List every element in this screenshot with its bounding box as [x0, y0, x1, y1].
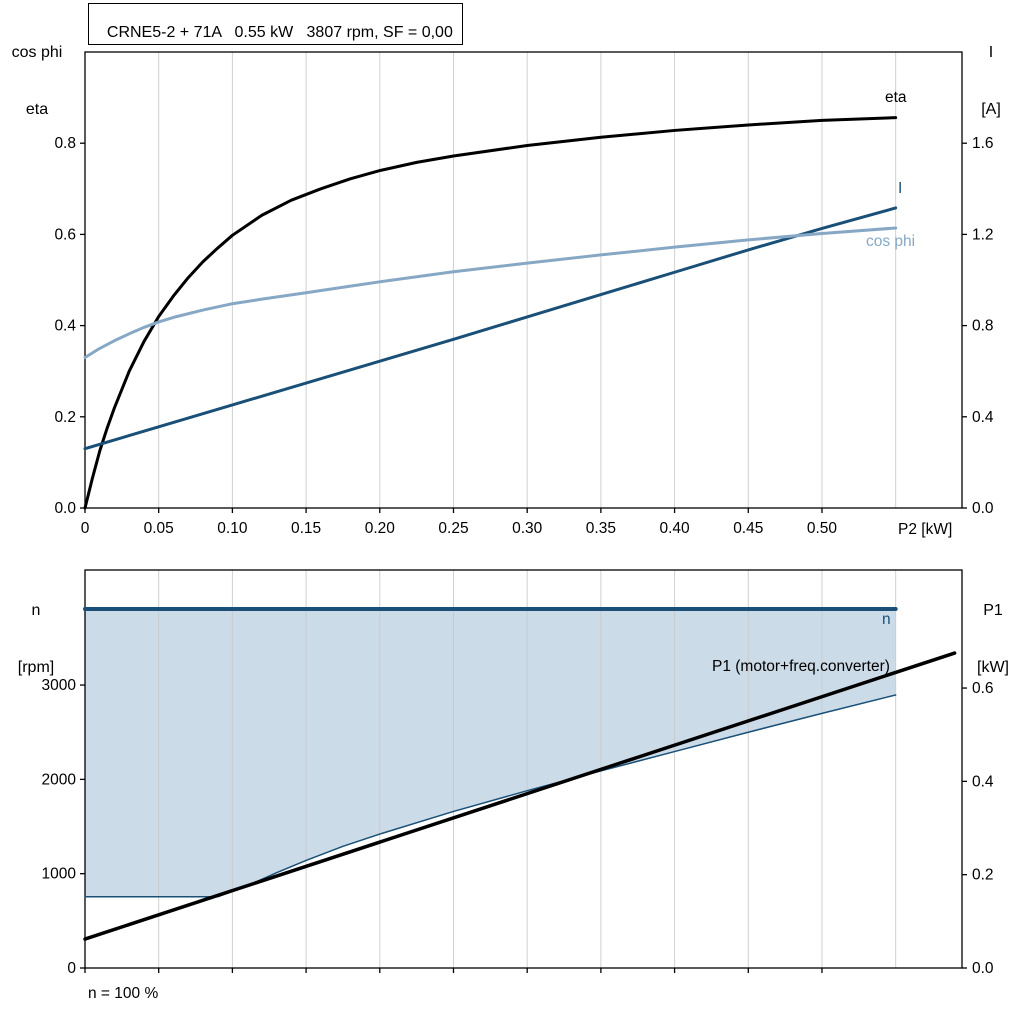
- x-tick-label: 0.50: [807, 520, 838, 537]
- current-axis-unit: [A]: [981, 101, 1001, 118]
- y-tick-label-left: 3000: [42, 677, 77, 694]
- x-tick-label: 0: [81, 520, 90, 537]
- x-tick-label: 0.20: [365, 520, 396, 537]
- y-tick-label-right: 0.0: [972, 960, 994, 977]
- y-tick-label-left: 0: [67, 960, 76, 977]
- chart-title-box: CRNE5-2 + 71A 0.55 kW 3807 rpm, SF = 0,0…: [88, 3, 463, 45]
- y-tick-label-right: 0.4: [972, 409, 994, 426]
- y-tick-label-left: 1000: [42, 866, 77, 883]
- bottom-left-axis-title: n [rpm]: [4, 563, 68, 696]
- y-tick-label-right: 1.2: [972, 226, 994, 243]
- curve-label-current: I: [898, 180, 903, 197]
- series-p1-motor-freq-converter: [83, 651, 957, 941]
- curve-label-eta: eta: [885, 89, 907, 106]
- x-tick-label: 0.45: [733, 520, 763, 537]
- x-tick-label: 0.10: [217, 520, 248, 537]
- y-tick-label-right: 0.0: [972, 500, 994, 517]
- plot-frame: [84, 569, 963, 969]
- y-tick-label-right: 0.4: [972, 773, 994, 790]
- speed-axis-unit: [rpm]: [17, 659, 55, 676]
- y-tick-label-left: 0.6: [54, 226, 76, 243]
- x-tick-label: 0.40: [659, 520, 690, 537]
- y-tick-label-left: 0.8: [54, 135, 76, 152]
- curve-label-n: n: [882, 611, 891, 628]
- operating-region: [85, 608, 896, 897]
- current-axis-label: I: [988, 44, 994, 61]
- y-tick-label-left: 2000: [42, 771, 77, 788]
- eta-axis-label: eta: [25, 101, 49, 118]
- y-tick-label-left: 0.4: [54, 318, 76, 335]
- x-tick-label: 0.25: [438, 520, 468, 537]
- series-i: [83, 206, 898, 451]
- curve-label-cos-phi: cos phi: [866, 233, 916, 250]
- x-axis-title: P2 [kW]: [898, 521, 953, 538]
- series-eta: [83, 116, 898, 510]
- y-tick-label-right: 0.8: [972, 318, 994, 335]
- speed-footnote: n = 100 %: [88, 985, 159, 1002]
- x-tick-label: 0.05: [144, 520, 174, 537]
- speed-axis-label: n: [31, 602, 41, 619]
- x-tick-label: 0.15: [291, 520, 321, 537]
- y-tick-label-left: 0.0: [54, 500, 76, 517]
- bottom-right-axis-title: P1 [kW]: [966, 563, 1020, 696]
- plot-frame: [84, 51, 963, 509]
- panel-bottom: 0 1000 2000 3000 0.0 0.2 0.4 0.6: [42, 569, 994, 977]
- y-tick-label-left: 0.2: [54, 409, 76, 426]
- curve-label-p1: P1 (motor+freq.converter): [712, 658, 890, 675]
- x-tick-label: 0.30: [512, 520, 543, 537]
- y-tick-label-right: 0.6: [972, 680, 994, 697]
- cos-phi-axis-label: cos phi: [11, 44, 63, 61]
- x-tick-label: 0.35: [586, 520, 616, 537]
- top-left-axis-title: cos phi eta: [6, 5, 68, 138]
- chart-title: CRNE5-2 + 71A 0.55 kW 3807 rpm, SF = 0,0…: [106, 24, 453, 41]
- y-tick-label-right: 1.6: [972, 135, 994, 152]
- panel-top: 0 0.05 0.10 0.15 0.20 0.25 0.30 0.35 0.40 0.45 0.5…: [54, 51, 994, 537]
- y-tick-label-right: 0.2: [972, 867, 994, 884]
- top-right-axis-title: I [A]: [968, 5, 1014, 138]
- power-axis-unit: [kW]: [977, 659, 1009, 676]
- power-axis-label: P1: [983, 602, 1003, 619]
- series-cos-phi: [83, 226, 898, 360]
